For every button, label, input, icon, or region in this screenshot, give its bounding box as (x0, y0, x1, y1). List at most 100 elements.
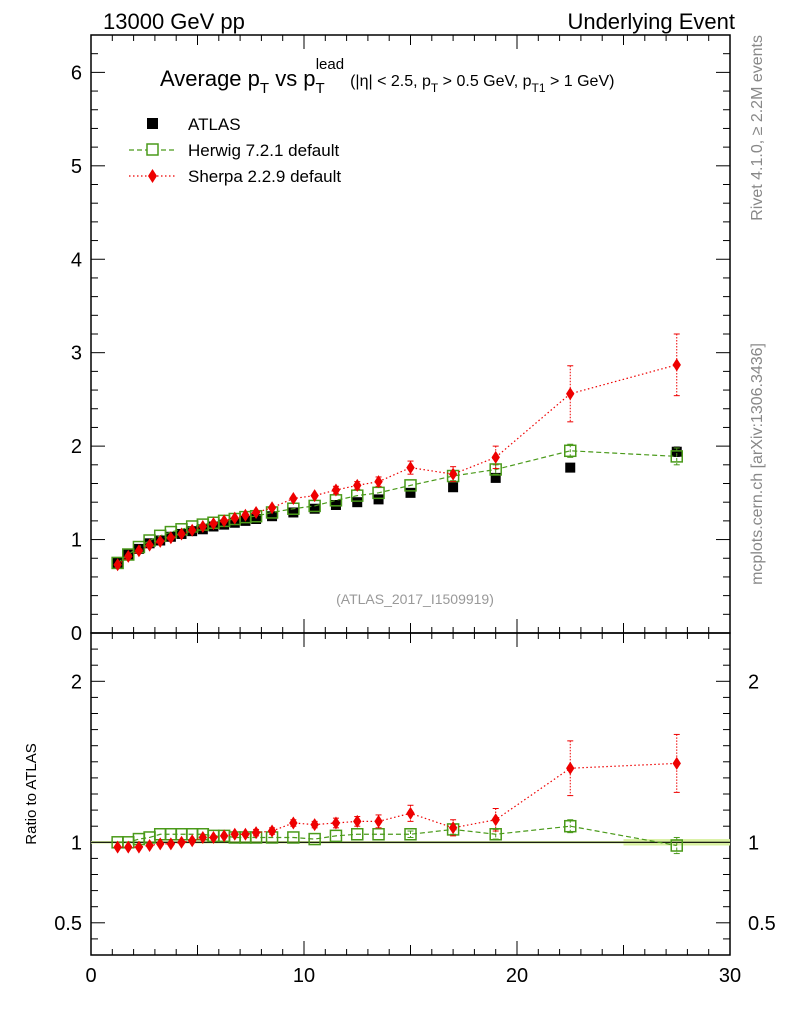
ratio-sherpa-point (310, 818, 319, 832)
title-vs-sup: lead (316, 56, 344, 73)
ratio-sherpa-point (113, 840, 122, 854)
x-tick-label: 20 (506, 965, 528, 987)
main-axes: 0 1 2 3 4 5 6 (71, 34, 731, 645)
atlas-point (267, 511, 278, 522)
main-series-data (112, 446, 682, 568)
main-sherpa-point (241, 508, 250, 522)
main-sherpa-point (251, 505, 261, 519)
ratio-sherpa-point (672, 756, 681, 770)
rivet-label: Rivet 4.1.0, ≥ 2.2M events (749, 35, 766, 221)
main-panel-frame (90, 34, 731, 634)
main-herwig-point (670, 450, 683, 463)
ratio-sherpa-point (251, 826, 261, 840)
main-sherpa-point (289, 491, 298, 505)
analysis-watermark: (ATLAS_2017_I1509919) (336, 591, 494, 607)
ratio-series-sherpa (113, 733, 681, 854)
main-sherpa-point (310, 489, 319, 503)
process-label: Underlying Event (567, 9, 735, 34)
main-sherpa-point (187, 523, 197, 537)
title-vs-sub: T (316, 80, 325, 97)
ratio-sherpa-point (289, 816, 298, 830)
legend-atlas-marker (147, 118, 158, 129)
title-main-sub: T (260, 80, 269, 97)
ratio-herwig-point (308, 832, 321, 846)
title-cuts-mid: > 0.5 GeV, p (438, 73, 531, 90)
ratio-sherpa-point (406, 806, 415, 820)
ratio-sherpa-point (177, 835, 186, 849)
ratio-panel-frame (90, 632, 731, 956)
atlas-point (565, 462, 576, 473)
ratio-sherpa-point (209, 830, 218, 844)
y-tick-label: 4 (71, 249, 82, 271)
atlas-point (352, 497, 363, 508)
ratio-sherpa-point (134, 840, 144, 854)
atlas-point (373, 494, 384, 505)
ratio-tick-label-right: 1 (748, 832, 759, 854)
series-layer (111, 333, 683, 855)
main-sherpa-point (177, 527, 186, 541)
ratio-sherpa-point (353, 814, 362, 828)
ratio-sherpa-point (566, 761, 575, 775)
main-sherpa-line (117, 364, 677, 566)
main-sherpa-point (134, 544, 144, 558)
mcplots-label: mcplots.cern.ch [arXiv:1306.3436] (749, 343, 766, 585)
title-vs: vs p (269, 66, 315, 91)
legend-herwig-label: Herwig 7.2.1 default (188, 141, 339, 160)
x-tick-label: 30 (719, 965, 741, 987)
ratio-sherpa-point (241, 827, 250, 841)
legend-sherpa-marker (148, 169, 157, 183)
ratio-sherpa-point (448, 821, 458, 835)
atlas-point (330, 499, 341, 510)
ratio-tick-label-left: 1 (71, 832, 82, 854)
main-sherpa-point (331, 483, 341, 497)
title-cuts-sub1: T (431, 81, 439, 95)
main-herwig-point (489, 463, 502, 476)
main-sherpa-point (166, 531, 176, 545)
atlas-point (288, 507, 299, 518)
ratio-sherpa-point (219, 829, 229, 843)
x-tick-label: 10 (293, 965, 315, 987)
main-herwig-line (117, 450, 677, 564)
ratio-sherpa-point (145, 839, 154, 853)
main-sherpa-point (491, 450, 500, 464)
atlas-point (309, 503, 320, 514)
main-sherpa-point (406, 461, 415, 475)
legend: ATLAS Herwig 7.2.1 default Sherpa 2.2.9 … (129, 115, 341, 186)
main-sherpa-point (124, 549, 133, 563)
ratio-sherpa-point (156, 837, 165, 851)
title-cuts-sub2: T1 (532, 81, 546, 95)
main-sherpa-point (209, 517, 218, 531)
ratio-sherpa-point (124, 840, 133, 854)
ratio-sherpa-point (491, 813, 500, 827)
chart-title: Average pT vs pTlead(|η| < 2.5, pT > 0.5… (160, 56, 614, 97)
ratio-herwig-point (351, 828, 364, 841)
y-tick-label: 6 (71, 62, 82, 84)
x-tick-label: 0 (85, 965, 96, 987)
legend-herwig-marker (146, 143, 159, 156)
main-sherpa-point (230, 511, 239, 525)
main-sherpa-point (672, 358, 681, 372)
ratio-herwig-point (564, 819, 577, 833)
ratio-sherpa-point (230, 827, 239, 841)
atlas-point (490, 472, 501, 483)
ratio-herwig-point (287, 831, 300, 844)
main-sherpa-point (198, 519, 208, 533)
title-main: Average p (160, 66, 260, 91)
main-sherpa-point (145, 538, 154, 552)
legend-atlas-label: ATLAS (188, 115, 241, 134)
ratio-sherpa-point (166, 837, 176, 851)
energy-label: 13000 GeV pp (103, 9, 245, 34)
y-tick-label: 5 (71, 156, 82, 178)
y-tick-label: 1 (71, 530, 82, 552)
ratio-herwig-point (670, 839, 683, 852)
main-sherpa-point (448, 467, 458, 481)
main-sherpa-point (353, 478, 362, 492)
main-sherpa-point (267, 501, 277, 515)
ratio-sherpa-point (267, 824, 277, 838)
ratio-tick-label-right: 0.5 (748, 913, 776, 935)
main-sherpa-point (374, 475, 383, 489)
main-herwig-point (564, 444, 577, 458)
atlas-point (448, 482, 459, 493)
legend-sherpa-label: Sherpa 2.2.9 default (188, 167, 341, 186)
ratio-herwig-point (329, 829, 343, 843)
